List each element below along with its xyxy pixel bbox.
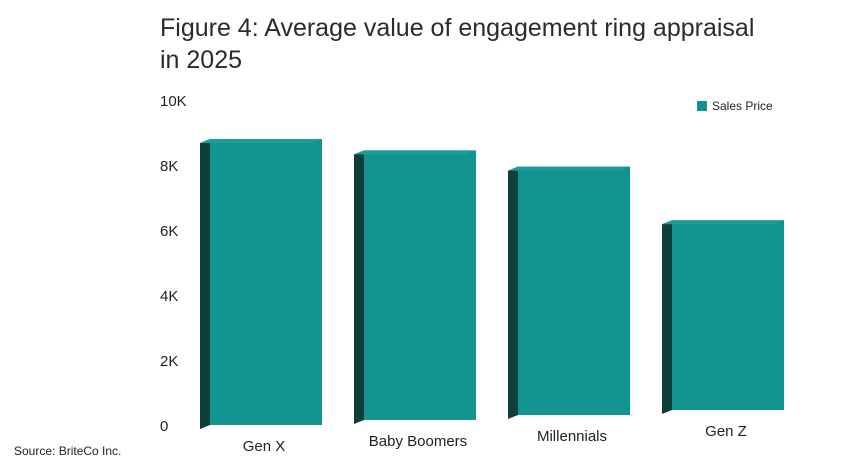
legend-label: Sales Price xyxy=(712,99,773,113)
bars xyxy=(200,139,784,429)
y-tick-label: 8K xyxy=(160,158,178,175)
bar xyxy=(662,220,784,414)
bar-side xyxy=(662,220,672,414)
bar xyxy=(200,139,322,429)
y-tick-label: 4K xyxy=(160,288,178,305)
y-tick-label: 10K xyxy=(160,93,187,110)
bar-top xyxy=(508,166,630,171)
y-tick-label: 0 xyxy=(160,418,168,435)
bar xyxy=(354,150,476,424)
y-axis: 0 2K 4K 6K 8K 10K xyxy=(160,93,187,435)
x-axis: Gen X Baby Boomers Millennials Gen Z xyxy=(243,423,747,455)
bar-front xyxy=(210,139,322,425)
y-tick-label: 2K xyxy=(160,353,178,370)
bar-front xyxy=(518,166,630,415)
bar-top xyxy=(662,220,784,225)
bar-front xyxy=(672,220,784,410)
bar-top xyxy=(354,150,476,155)
x-tick-label: Gen X xyxy=(243,438,286,455)
legend: Sales Price xyxy=(697,99,773,113)
x-tick-label: Gen Z xyxy=(705,423,747,440)
bar-front xyxy=(364,150,476,420)
bar xyxy=(508,166,630,419)
bar-top xyxy=(200,139,322,143)
x-tick-label: Millennials xyxy=(537,428,607,445)
bar-side xyxy=(508,166,518,419)
y-tick-label: 6K xyxy=(160,223,178,240)
chart-title: Figure 4: Average value of engagement ri… xyxy=(160,14,755,74)
x-tick-label: Baby Boomers xyxy=(369,433,467,450)
bar-side xyxy=(354,150,364,424)
bar-side xyxy=(200,139,210,429)
legend-swatch xyxy=(697,101,707,111)
source-note: Source: BriteCo Inc. xyxy=(14,444,122,458)
